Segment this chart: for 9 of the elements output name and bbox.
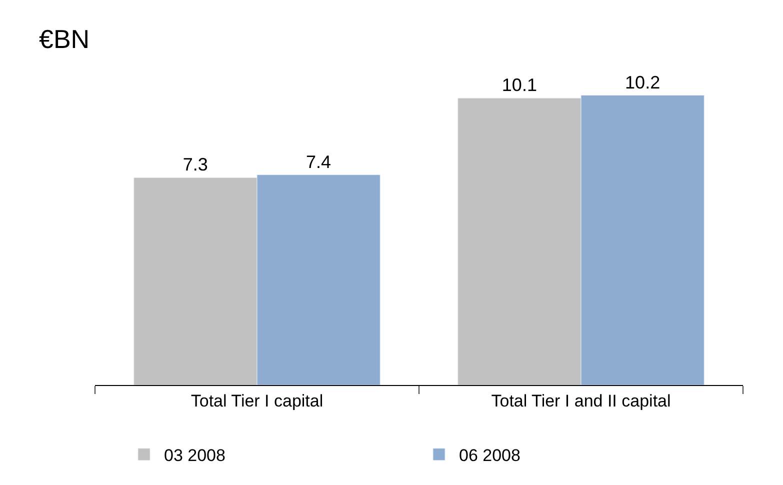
- data-label: 10.1: [502, 75, 537, 96]
- data-label: 10.2: [625, 72, 660, 92]
- data-label: 7.4: [306, 152, 332, 172]
- x-tick-label: Total Tier I and II capital: [491, 391, 671, 410]
- chart-subtitle: €BN: [39, 24, 90, 54]
- data-label: 7.3: [182, 154, 208, 175]
- legend-label: 06 2008: [459, 446, 520, 466]
- legend-label: 03 2008: [164, 446, 226, 466]
- x-tick-label: Total Tier I capital: [190, 391, 324, 410]
